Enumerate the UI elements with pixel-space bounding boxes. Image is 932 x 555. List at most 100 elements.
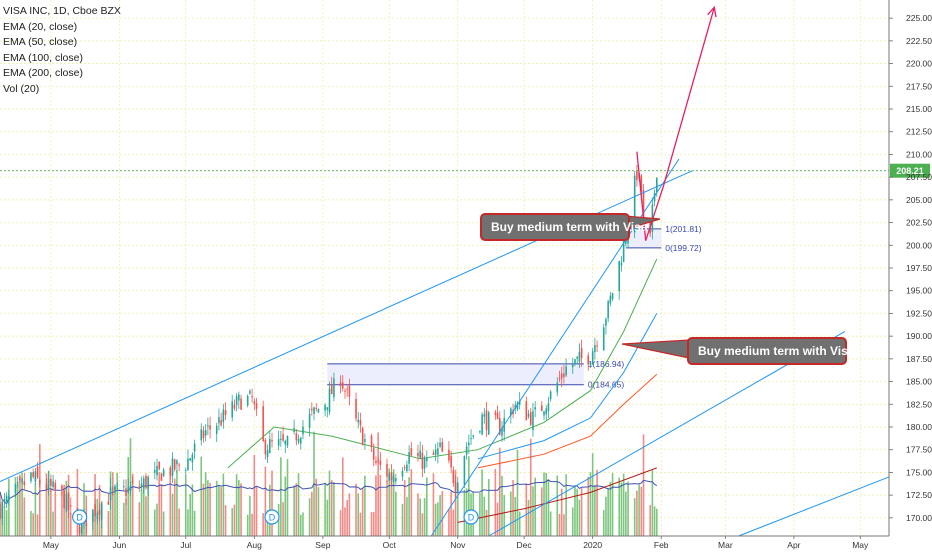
time-tick-label: Jul bbox=[180, 540, 191, 550]
time-tick-label: Nov bbox=[450, 540, 466, 550]
candle-body bbox=[145, 475, 147, 488]
volume-bar bbox=[494, 468, 497, 536]
candle-body bbox=[233, 404, 236, 409]
candle-body bbox=[32, 472, 34, 478]
volume-bar bbox=[545, 472, 548, 536]
time-tick-label: Apr bbox=[787, 540, 800, 550]
volume-bar bbox=[249, 495, 251, 536]
candle-body bbox=[529, 412, 532, 425]
volume-bar bbox=[142, 487, 145, 536]
price-tick-label: 220.00 bbox=[906, 59, 932, 69]
candle-body bbox=[14, 484, 17, 493]
candle-body bbox=[162, 469, 165, 476]
candle-body bbox=[202, 430, 205, 439]
candle-body bbox=[311, 408, 313, 411]
candle-body bbox=[344, 390, 346, 392]
legend-ema100[interactable]: EMA (100, close) bbox=[3, 51, 83, 64]
candle-body bbox=[432, 452, 435, 455]
price-tick-label: 215.00 bbox=[906, 104, 932, 114]
candle-body bbox=[308, 413, 311, 428]
candle-body bbox=[224, 410, 227, 415]
candle-body bbox=[171, 458, 174, 476]
candle-body bbox=[286, 436, 289, 446]
candle-body bbox=[142, 478, 145, 489]
buy-callout-lower[interactable]: Buy medium term with Visa bbox=[687, 337, 855, 365]
candle-body bbox=[54, 482, 57, 490]
dividend-marker bbox=[72, 509, 88, 525]
candle-body bbox=[602, 327, 605, 351]
candle-body bbox=[299, 437, 302, 444]
price-tick-label: 207.50 bbox=[906, 172, 932, 182]
volume-bar bbox=[184, 475, 187, 536]
volume-bar bbox=[439, 495, 441, 536]
candle-body bbox=[421, 452, 424, 469]
legend-ema50[interactable]: EMA (50, close) bbox=[3, 36, 78, 48]
volume-bar bbox=[481, 469, 483, 536]
candle-body bbox=[220, 419, 222, 426]
candle-body bbox=[207, 425, 209, 427]
volume-bar bbox=[339, 510, 342, 536]
volume-bar bbox=[176, 470, 178, 536]
time-tick-label: Dec bbox=[517, 540, 533, 550]
volume-bar bbox=[295, 483, 298, 536]
volume-bar bbox=[324, 482, 326, 536]
legend-ema200[interactable]: EMA (200, close) bbox=[3, 67, 83, 79]
legend-ema20[interactable]: EMA (20, close) bbox=[3, 20, 78, 33]
candle-body bbox=[633, 175, 636, 233]
candle-body bbox=[545, 408, 548, 415]
projection-path bbox=[636, 7, 715, 241]
candle-body bbox=[341, 382, 344, 389]
candle-body bbox=[147, 477, 149, 489]
volume-bar bbox=[594, 484, 596, 536]
candle-body bbox=[21, 479, 23, 482]
volume-bar bbox=[32, 513, 34, 536]
candle-body bbox=[45, 483, 48, 490]
volume-bar bbox=[23, 497, 26, 536]
candle-body bbox=[591, 351, 594, 365]
candle-body bbox=[158, 461, 161, 470]
volume-bar bbox=[432, 473, 435, 536]
candle-body bbox=[315, 408, 318, 410]
candle-body bbox=[140, 483, 143, 488]
candle-body bbox=[249, 390, 251, 394]
volume-bar bbox=[255, 486, 258, 536]
projection-arrowhead bbox=[707, 5, 717, 18]
volume-bar bbox=[580, 487, 583, 536]
time-tick-label: Aug bbox=[247, 540, 262, 550]
candle-body bbox=[61, 485, 63, 490]
candle-body bbox=[386, 463, 388, 477]
candle-body bbox=[468, 442, 470, 446]
legend-volume[interactable]: Vol (20) bbox=[3, 82, 40, 95]
volume-bar bbox=[145, 496, 147, 536]
volume-bar bbox=[558, 513, 561, 536]
candle-body bbox=[596, 345, 598, 347]
volume-bar bbox=[485, 509, 488, 536]
candle-body bbox=[346, 388, 348, 390]
candle-body bbox=[125, 488, 127, 497]
volume-bar bbox=[30, 510, 32, 536]
candle-body bbox=[0, 504, 1, 519]
candle-body bbox=[30, 472, 32, 482]
candle-body bbox=[379, 460, 382, 465]
volume-ma-line bbox=[0, 479, 658, 505]
volume-bar bbox=[328, 470, 331, 536]
volume-bar bbox=[202, 483, 205, 536]
candle-body bbox=[116, 485, 119, 487]
volume-bar bbox=[361, 488, 364, 536]
volume-bar bbox=[34, 483, 37, 536]
candle-body bbox=[518, 400, 521, 405]
buy-callout-upper[interactable]: Buy medium term with Visa bbox=[480, 213, 648, 241]
candle-body bbox=[293, 428, 295, 433]
volume-bar bbox=[233, 504, 236, 536]
volume-bar bbox=[45, 473, 48, 536]
candle-body bbox=[339, 382, 342, 387]
candle-body bbox=[328, 388, 331, 413]
volume-bar bbox=[642, 434, 645, 536]
symbol-title[interactable]: VISA INC, 1D, Cboe BZX bbox=[3, 5, 121, 17]
volume-bar bbox=[602, 510, 605, 536]
volume-bar bbox=[125, 498, 127, 536]
candle-body bbox=[501, 427, 503, 436]
candle-body bbox=[52, 481, 54, 488]
volume-bar bbox=[622, 473, 625, 536]
